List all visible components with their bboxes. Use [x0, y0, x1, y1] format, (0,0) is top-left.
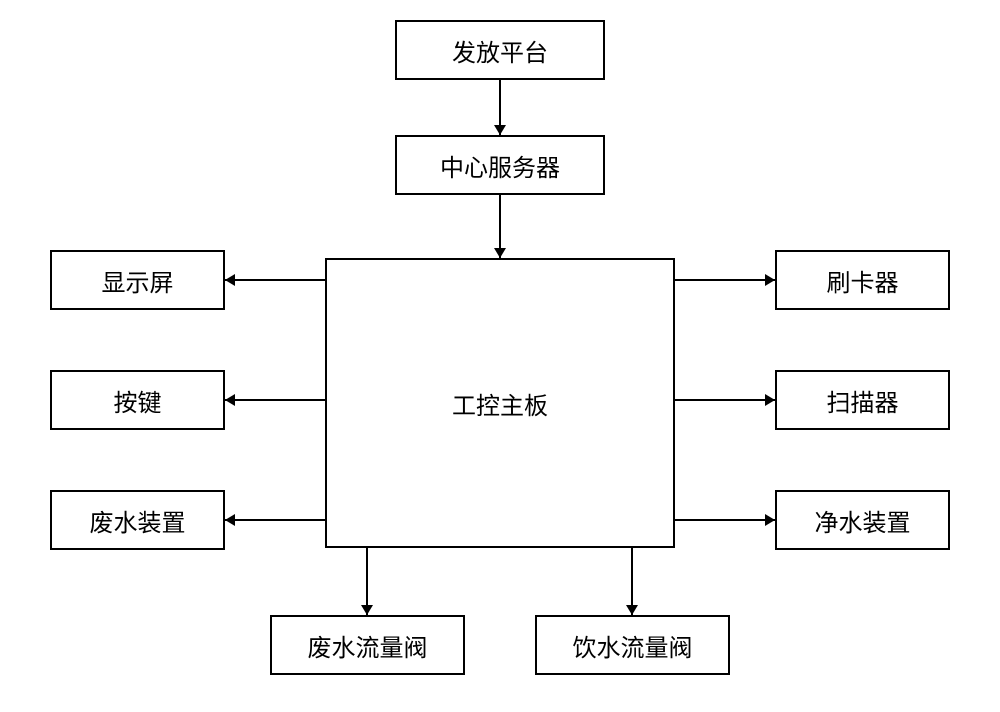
- node-label: 扫描器: [827, 383, 899, 418]
- node-card-reader: 刷卡器: [775, 250, 950, 310]
- node-control-board: 工控主板: [325, 258, 675, 548]
- node-label: 废水装置: [90, 503, 186, 538]
- node-label: 显示屏: [102, 263, 174, 298]
- node-label: 工控主板: [452, 386, 548, 421]
- node-wastewater-device: 废水装置: [50, 490, 225, 550]
- node-label: 发放平台: [452, 33, 548, 68]
- node-central-server: 中心服务器: [395, 135, 605, 195]
- node-buttons: 按键: [50, 370, 225, 430]
- node-scanner: 扫描器: [775, 370, 950, 430]
- node-label: 刷卡器: [827, 263, 899, 298]
- node-label: 饮水流量阀: [573, 628, 693, 663]
- node-label: 净水装置: [815, 503, 911, 538]
- node-label: 中心服务器: [440, 148, 560, 183]
- diagram-canvas: 发放平台中心服务器工控主板 显示屏按键废水装置 刷卡器扫描器净水装置废水流量阀 饮水流…: [0, 0, 1000, 712]
- node-display: 显示屏: [50, 250, 225, 310]
- node-distribution-platform: 发放平台: [395, 20, 605, 80]
- node-label: 按键: [114, 383, 162, 418]
- node-drinking-valve: 饮水流量阀: [535, 615, 730, 675]
- node-water-purifier: 净水装置: [775, 490, 950, 550]
- node-label: 废水流量阀: [308, 628, 428, 663]
- node-wastewater-valve: 废水流量阀: [270, 615, 465, 675]
